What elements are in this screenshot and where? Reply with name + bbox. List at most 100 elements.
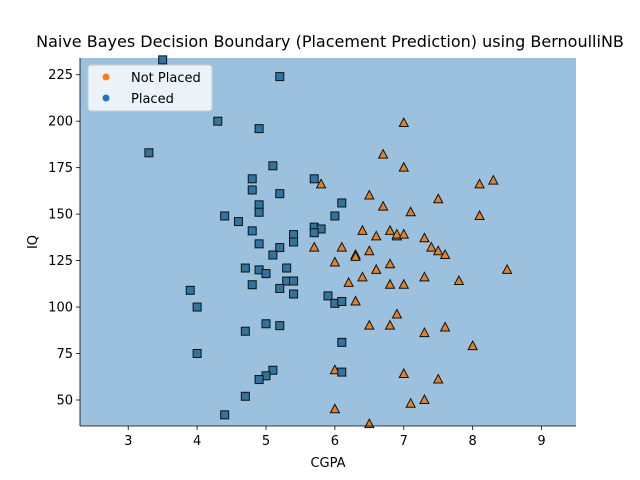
- point-not-placed: [398, 278, 410, 289]
- point-placed: [220, 410, 230, 420]
- point-placed: [261, 319, 271, 329]
- point-placed: [240, 326, 250, 336]
- point-not-placed: [357, 271, 368, 282]
- data-points: [144, 55, 513, 429]
- legend-label: Not Placed: [131, 71, 201, 86]
- point-not-placed: [405, 206, 416, 217]
- point-not-placed: [384, 319, 396, 330]
- point-placed: [337, 198, 347, 208]
- point-placed: [247, 185, 257, 195]
- point-not-placed: [419, 271, 430, 282]
- x-axis-label: CGPA: [310, 456, 345, 471]
- legend-box: [87, 64, 213, 112]
- y-tick-label: 125: [48, 254, 73, 269]
- point-placed: [247, 226, 257, 236]
- point-not-placed: [398, 228, 410, 239]
- point-not-placed: [384, 224, 396, 235]
- point-not-placed: [439, 248, 451, 260]
- y-axis-label: IQ: [26, 235, 41, 249]
- point-not-placed: [439, 321, 451, 332]
- point-not-placed: [453, 274, 465, 286]
- x-tick-label: 6: [331, 434, 339, 449]
- point-placed: [254, 207, 264, 217]
- point-not-placed: [370, 263, 382, 274]
- y-tick-label: 75: [56, 347, 73, 362]
- point-placed: [337, 296, 347, 306]
- point-not-placed: [315, 178, 327, 189]
- point-not-placed: [329, 403, 341, 414]
- point-not-placed: [398, 161, 410, 172]
- point-placed: [309, 228, 319, 238]
- point-not-placed: [370, 230, 382, 241]
- point-not-placed: [377, 200, 389, 211]
- point-not-placed: [432, 373, 444, 384]
- point-placed: [247, 280, 257, 290]
- point-placed: [240, 391, 250, 401]
- point-not-placed: [308, 241, 320, 252]
- point-placed: [254, 239, 264, 249]
- point-placed: [289, 276, 299, 286]
- point-placed: [289, 230, 299, 240]
- point-not-placed: [350, 295, 361, 306]
- point-placed: [337, 367, 347, 377]
- y-tick-label: 100: [48, 301, 73, 316]
- point-not-placed: [364, 418, 375, 429]
- point-placed: [309, 174, 319, 184]
- point-not-placed: [474, 209, 485, 220]
- point-not-placed: [405, 397, 416, 408]
- axes: 3 4 5 6 7 8 9 50 75 100 125 150 175 200 225 CGPA IQ: [26, 58, 576, 471]
- point-not-placed: [419, 232, 430, 243]
- point-placed: [144, 148, 154, 158]
- point-placed: [192, 302, 202, 312]
- y-tick-label: 200: [48, 115, 73, 130]
- x-tick-label: 8: [469, 434, 477, 449]
- point-not-placed: [350, 250, 361, 261]
- y-tick-label: 50: [56, 393, 73, 408]
- point-placed: [275, 321, 285, 331]
- point-not-placed: [364, 245, 375, 256]
- point-placed: [268, 250, 278, 260]
- point-placed: [247, 174, 257, 184]
- y-tick-label: 175: [48, 161, 73, 176]
- x-tick-label: 9: [537, 434, 545, 449]
- point-not-placed: [432, 245, 444, 256]
- point-not-placed: [474, 178, 485, 189]
- chart-title: Naive Bayes Decision Boundary (Placement…: [36, 32, 624, 51]
- point-placed: [185, 285, 195, 295]
- point-not-placed: [488, 174, 499, 185]
- x-tick-label: 7: [400, 434, 408, 449]
- point-not-placed: [364, 319, 375, 330]
- point-not-placed: [398, 116, 410, 128]
- point-placed: [254, 124, 264, 134]
- point-not-placed: [329, 256, 341, 267]
- point-not-placed: [432, 193, 444, 204]
- point-placed: [233, 217, 243, 227]
- point-not-placed: [419, 393, 430, 404]
- x-tick-label: 5: [262, 434, 270, 449]
- point-not-placed: [364, 189, 375, 200]
- point-placed: [323, 291, 333, 301]
- point-placed: [275, 189, 285, 199]
- x-tick-label: 4: [193, 434, 201, 449]
- point-placed: [213, 116, 223, 126]
- point-not-placed: [391, 228, 403, 239]
- point-placed: [337, 337, 347, 347]
- point-not-placed: [419, 327, 430, 338]
- point-not-placed: [329, 364, 341, 375]
- x-tick-label: 3: [124, 434, 132, 449]
- point-not-placed: [384, 258, 396, 269]
- point-not-placed: [384, 278, 396, 289]
- point-placed: [254, 200, 264, 210]
- point-placed: [158, 55, 168, 65]
- legend-marker: [102, 73, 110, 81]
- point-not-placed: [426, 241, 437, 252]
- y-tick-label: 150: [48, 208, 73, 223]
- point-placed: [275, 243, 285, 253]
- y-tick-label: 225: [48, 68, 73, 83]
- point-not-placed: [398, 367, 410, 378]
- point-placed: [261, 269, 271, 279]
- point-placed: [330, 211, 340, 221]
- point-not-placed: [391, 308, 403, 319]
